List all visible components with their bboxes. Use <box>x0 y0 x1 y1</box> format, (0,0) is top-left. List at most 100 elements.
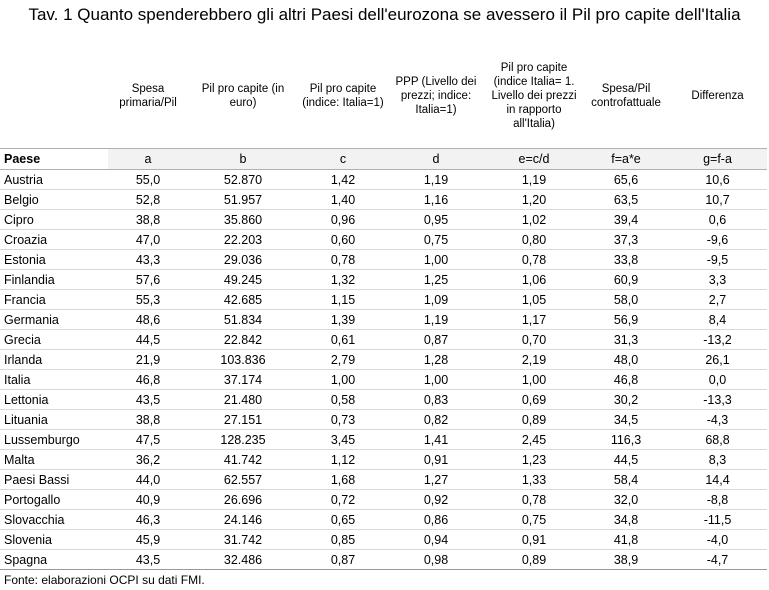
table-row: Austria 55,0 52.870 1,42 1,19 1,19 65,6 10,6 <box>0 169 767 190</box>
value-cell: 57,6 <box>108 269 188 290</box>
value-cell: 52.870 <box>188 169 298 190</box>
formula-cell: c <box>298 148 388 170</box>
value-cell: 35.860 <box>188 209 298 230</box>
value-cell: 2,45 <box>484 429 584 450</box>
table-row: Croazia 47,0 22.203 0,60 0,75 0,80 37,3 -9,6 <box>0 229 767 250</box>
table-row: Malta 36,2 41.742 1,12 0,91 1,23 44,5 8,3 <box>0 449 767 470</box>
value-cell: 34,5 <box>584 409 668 430</box>
value-cell: 39,4 <box>584 209 668 230</box>
table-row: Belgio 52,8 51.957 1,40 1,16 1,20 63,5 10,7 <box>0 189 767 210</box>
country-cell: Belgio <box>0 189 108 210</box>
country-cell: Francia <box>0 289 108 310</box>
value-cell: 2,19 <box>484 349 584 370</box>
value-cell: 3,45 <box>298 429 388 450</box>
formula-cell: f=a*e <box>584 148 668 170</box>
value-cell: 46,8 <box>584 369 668 390</box>
column-header-paese <box>0 44 108 149</box>
value-cell: 1,41 <box>388 429 484 450</box>
value-cell: 48,0 <box>584 349 668 370</box>
value-cell: 32,0 <box>584 489 668 510</box>
formula-row: Paese a b c d e=c/d f=a*e g=f-a <box>0 148 767 170</box>
country-cell: Germania <box>0 309 108 330</box>
value-cell: 14,4 <box>668 469 767 490</box>
value-cell: 1,33 <box>484 469 584 490</box>
value-cell: 1,20 <box>484 189 584 210</box>
value-cell: 0,0 <box>668 369 767 390</box>
country-cell: Lettonia <box>0 389 108 410</box>
value-cell: 44,5 <box>108 329 188 350</box>
value-cell: 68,8 <box>668 429 767 450</box>
value-cell: 1,68 <box>298 469 388 490</box>
value-cell: -4,0 <box>668 529 767 550</box>
value-cell: 34,8 <box>584 509 668 530</box>
value-cell: 0,87 <box>388 329 484 350</box>
value-cell: 52,8 <box>108 189 188 210</box>
value-cell: 0,78 <box>298 249 388 270</box>
formula-cell: g=f-a <box>668 148 767 170</box>
value-cell: 47,0 <box>108 229 188 250</box>
value-cell: 21,9 <box>108 349 188 370</box>
value-cell: 32.486 <box>188 549 298 570</box>
formula-cell: a <box>108 148 188 170</box>
value-cell: 31,3 <box>584 329 668 350</box>
value-cell: -4,7 <box>668 549 767 570</box>
value-cell: -11,5 <box>668 509 767 530</box>
country-cell: Grecia <box>0 329 108 350</box>
column-header-differenza: Differenza <box>691 90 744 102</box>
column-header-pil-pro-capite-euro: Pil pro capite (in euro) <box>201 83 285 109</box>
table-row: Portogallo 40,9 26.696 0,72 0,92 0,78 32,0 -8,8 <box>0 489 767 510</box>
value-cell: 38,8 <box>108 209 188 230</box>
value-cell: 1,00 <box>388 249 484 270</box>
value-cell: 51.834 <box>188 309 298 330</box>
value-cell: 8,3 <box>668 449 767 470</box>
value-cell: 58,0 <box>584 289 668 310</box>
value-cell: 1,12 <box>298 449 388 470</box>
country-cell: Croazia <box>0 229 108 250</box>
value-cell: 10,6 <box>668 169 767 190</box>
formula-cell: d <box>388 148 484 170</box>
value-cell: 1,17 <box>484 309 584 330</box>
country-cell: Austria <box>0 169 108 190</box>
value-cell: 0,70 <box>484 329 584 350</box>
table-row: Irlanda 21,9 103.836 2,79 1,28 2,19 48,0 26,1 <box>0 349 767 370</box>
value-cell: 1,00 <box>298 369 388 390</box>
value-cell: 0,92 <box>388 489 484 510</box>
value-cell: 22.842 <box>188 329 298 350</box>
value-cell: -13,2 <box>668 329 767 350</box>
value-cell: 55,3 <box>108 289 188 310</box>
table-row: Italia 46,8 37.174 1,00 1,00 1,00 46,8 0,0 <box>0 369 767 390</box>
table-row: Grecia 44,5 22.842 0,61 0,87 0,70 31,3 -13,2 <box>0 329 767 350</box>
value-cell: 62.557 <box>188 469 298 490</box>
value-cell: 38,8 <box>108 409 188 430</box>
source-note: Fonte: elaborazioni OCPI su dati FMI. <box>4 573 205 587</box>
value-cell: 40,9 <box>108 489 188 510</box>
value-cell: 1,19 <box>388 309 484 330</box>
value-cell: 55,0 <box>108 169 188 190</box>
value-cell: 44,0 <box>108 469 188 490</box>
value-cell: 26.696 <box>188 489 298 510</box>
value-cell: 2,7 <box>668 289 767 310</box>
value-cell: 0,89 <box>484 409 584 430</box>
column-header-pil-pro-capite-indice: Pil pro capite (indice: Italia=1) <box>302 83 384 109</box>
value-cell: 0,69 <box>484 389 584 410</box>
table-row: Germania 48,6 51.834 1,39 1,19 1,17 56,9 8,4 <box>0 309 767 330</box>
value-cell: 0,78 <box>484 489 584 510</box>
value-cell: 56,9 <box>584 309 668 330</box>
value-cell: 27.151 <box>188 409 298 430</box>
value-cell: 1,40 <box>298 189 388 210</box>
value-cell: 31.742 <box>188 529 298 550</box>
value-cell: 1,09 <box>388 289 484 310</box>
value-cell: 0,75 <box>388 229 484 250</box>
value-cell: 0,60 <box>298 229 388 250</box>
value-cell: 2,79 <box>298 349 388 370</box>
value-cell: 1,19 <box>484 169 584 190</box>
table-row: Estonia 43,3 29.036 0,78 1,00 0,78 33,8 -9,5 <box>0 249 767 270</box>
value-cell: 0,87 <box>298 549 388 570</box>
value-cell: 0,95 <box>388 209 484 230</box>
value-cell: 1,23 <box>484 449 584 470</box>
country-cell: Portogallo <box>0 489 108 510</box>
table-row: Lituania 38,8 27.151 0,73 0,82 0,89 34,5 -4,3 <box>0 409 767 430</box>
country-cell: Spagna <box>0 549 108 570</box>
value-cell: 22.203 <box>188 229 298 250</box>
value-cell: 0,75 <box>484 509 584 530</box>
